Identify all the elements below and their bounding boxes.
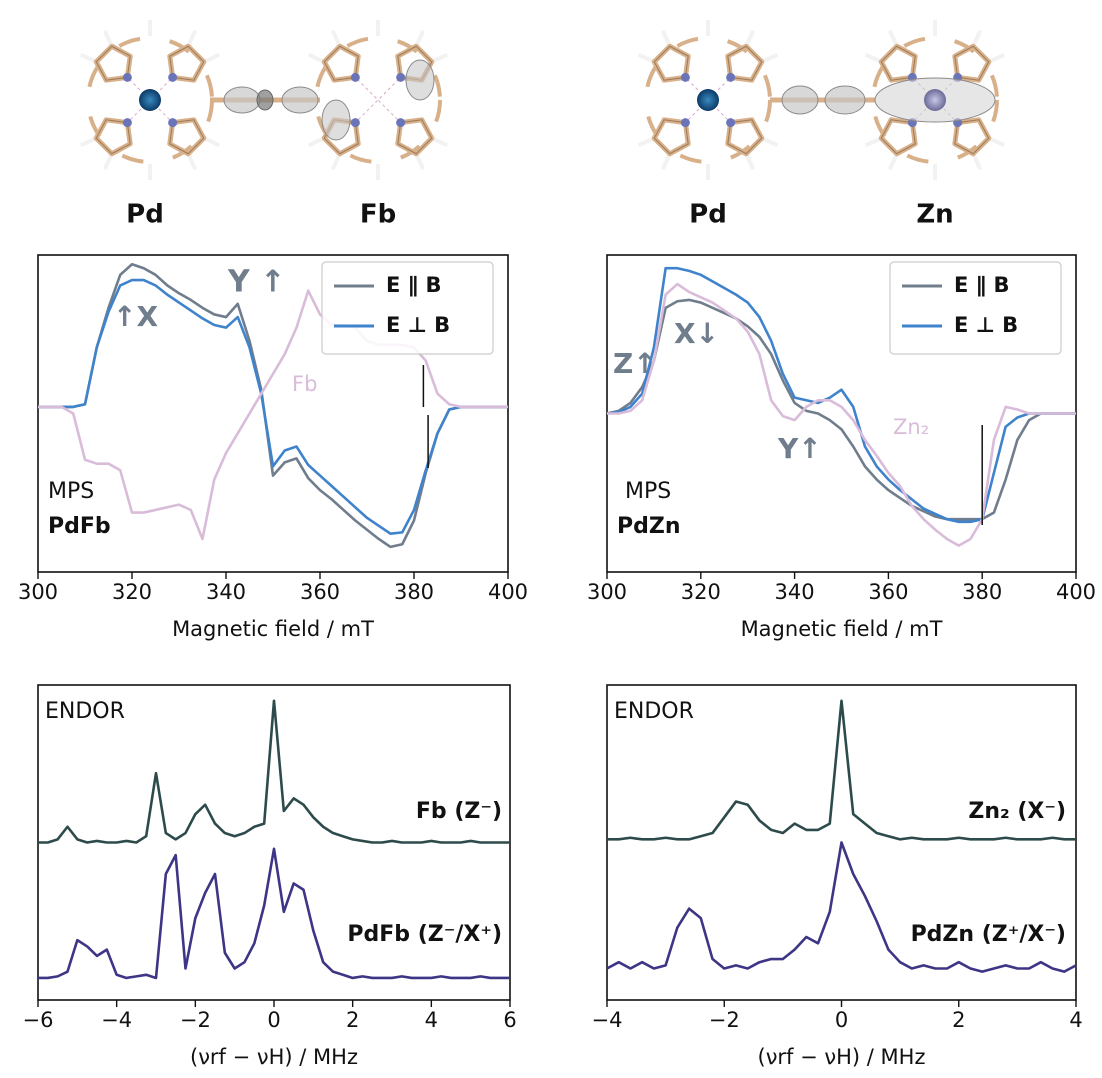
spectrum-line [607,843,1076,972]
series-label: PdFb (Z⁻/X⁺) [347,922,502,947]
spectrum-line [38,849,510,978]
x-tick-label: 300 [18,580,58,604]
annotation: MPS [48,479,94,504]
legend-label: E ∥ B [386,273,441,297]
series-label: Zn₂ (X⁻) [968,799,1066,824]
series-label: PdZn (Z⁺/X⁻) [911,922,1066,947]
legend-label: E ∥ B [954,273,1009,297]
x-tick-label: 360 [868,580,908,604]
series-label: Fb (Z⁻) [416,799,502,824]
molecule-label: Fb [360,200,396,230]
x-axis-label: Magnetic field / mT [172,617,374,641]
x-tick-label: 2 [952,1008,965,1032]
figure: Pd Fb Pd Zn 300320340360380400Magnetic f… [0,0,1102,1078]
legend-label: E ⊥ B [954,313,1018,337]
x-tick-label: 300 [587,580,627,604]
x-tick-label: 340 [206,580,246,604]
x-tick-label: 360 [300,580,340,604]
molecule-label: Pd [126,200,164,230]
x-tick-label: −2 [180,1008,211,1032]
x-tick-label: 0 [835,1008,848,1032]
molecule-pdfb: Pd Fb [81,20,448,230]
x-tick-label: −2 [709,1008,740,1032]
x-tick-label: 400 [1056,580,1096,604]
x-tick-label: 400 [488,580,528,604]
x-tick-label: 2 [346,1008,359,1032]
x-tick-label: −6 [23,1008,54,1032]
series-label: Zn₂ [893,415,929,439]
annotation: ↑X [113,300,158,333]
molecule-label: Zn [916,200,953,230]
annotation: Y ↑ [227,265,285,300]
x-tick-label: 320 [112,580,152,604]
x-tick-label: 0 [267,1008,280,1032]
legend-label: E ⊥ B [386,313,450,337]
x-tick-label: −4 [592,1008,623,1032]
annotation: ENDOR [614,699,694,724]
annotation: X↓ [674,317,719,350]
x-tick-label: 4 [425,1008,438,1032]
x-tick-label: −4 [101,1008,132,1032]
x-axis-label: (νrf − νH) / MHz [190,1045,358,1069]
molecule-pdzn: Pd Zn [639,20,1005,230]
annotation: PdZn [617,514,681,539]
x-tick-label: 320 [681,580,721,604]
annotation: Z↑ [613,347,657,380]
series-label: Fb [292,372,317,396]
molecule-label: Pd [689,200,727,230]
annotation: Y↑ [777,432,822,465]
annotation: MPS [625,479,671,504]
x-tick-label: 340 [775,580,815,604]
x-axis-label: Magnetic field / mT [741,617,943,641]
annotation: PdFb [48,514,111,539]
x-tick-label: 6 [503,1008,516,1032]
x-tick-label: 4 [1069,1008,1082,1032]
annotation: ENDOR [45,699,125,724]
x-axis-label: (νrf − νH) / MHz [758,1045,926,1069]
x-tick-label: 380 [394,580,434,604]
x-tick-label: 380 [962,580,1002,604]
